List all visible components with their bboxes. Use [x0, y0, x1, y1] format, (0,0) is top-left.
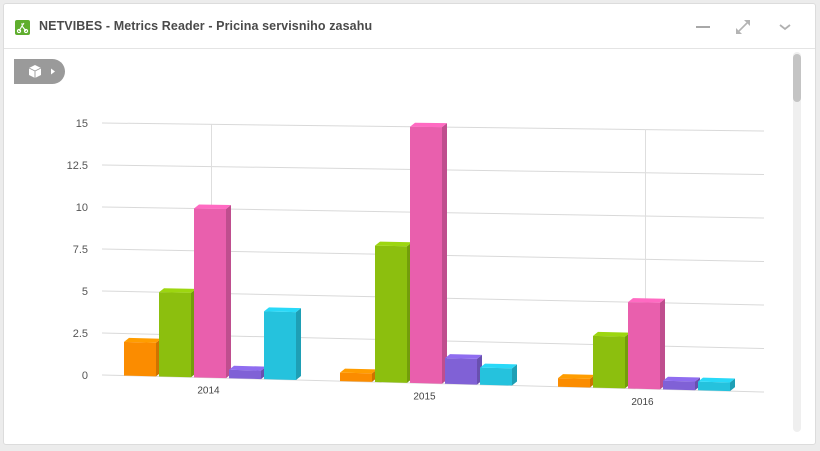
bar-front — [340, 372, 372, 382]
netvibes-logo-icon — [15, 20, 30, 35]
bar-top — [340, 368, 377, 374]
bar-front — [628, 302, 660, 390]
bar-side — [730, 378, 735, 392]
minimize-icon[interactable] — [692, 16, 714, 38]
bar-chart: 0 2.5 5 7.5 10 12.5 15 2014 2015 2016 — [67, 118, 765, 408]
cube-icon — [28, 65, 42, 78]
bar-top — [229, 365, 266, 371]
bar-top — [593, 331, 630, 337]
bar — [593, 331, 630, 389]
bar-front — [480, 367, 512, 386]
bar-front — [593, 335, 625, 389]
y-tick-label: 0 — [82, 370, 88, 382]
bar-top — [159, 288, 196, 293]
bar-front — [410, 126, 442, 384]
x-tick-label: 2014 — [197, 386, 220, 397]
x-tick-label: 2016 — [631, 397, 654, 408]
bar — [410, 122, 447, 384]
bar-front — [375, 245, 407, 383]
bar-top — [480, 363, 517, 369]
bar — [628, 298, 665, 390]
chart-type-toggle[interactable] — [14, 59, 65, 84]
bar-top — [194, 204, 231, 210]
bar-front — [264, 311, 296, 380]
bar-top — [124, 337, 161, 343]
bar — [340, 368, 377, 382]
bar-top — [698, 377, 735, 383]
widget-header: NETVIBES - Metrics Reader - Pricina serv… — [4, 4, 815, 49]
bar-top — [445, 354, 482, 359]
widget-title: NETVIBES - Metrics Reader - Pricina serv… — [39, 19, 373, 33]
y-tick-label: 12.5 — [67, 160, 88, 172]
bar — [264, 307, 301, 380]
bar — [663, 376, 700, 391]
bar — [445, 354, 482, 385]
bar — [480, 363, 517, 386]
y-tick-label: 7.5 — [73, 244, 88, 256]
play-arrow-icon — [51, 68, 55, 75]
y-tick-label: 10 — [76, 202, 88, 214]
x-tick-label: 2015 — [413, 391, 436, 402]
bar-side — [512, 364, 517, 386]
bar-top — [410, 122, 447, 128]
bar-front — [229, 369, 261, 380]
chevron-down-icon[interactable] — [774, 16, 796, 38]
bar-top — [558, 374, 595, 379]
bar-front — [445, 358, 477, 385]
bar-front — [194, 208, 226, 379]
bar-side — [660, 298, 665, 390]
bar-top — [663, 376, 700, 382]
bar — [558, 374, 595, 388]
bar — [229, 365, 266, 380]
bar — [124, 337, 161, 377]
bar — [698, 377, 735, 392]
bar-top — [375, 241, 412, 247]
bar-side — [226, 205, 231, 379]
y-tick-label: 2.5 — [73, 328, 88, 340]
bar-front — [558, 378, 590, 388]
bar — [159, 288, 196, 378]
bar-front — [663, 380, 695, 391]
expand-icon[interactable] — [732, 16, 754, 38]
bar-front — [124, 341, 156, 377]
y-tick-label: 5 — [82, 286, 88, 298]
scrollbar-thumb[interactable] — [793, 54, 801, 102]
metrics-widget: NETVIBES - Metrics Reader - Pricina serv… — [3, 3, 816, 445]
bar-front — [159, 292, 191, 378]
bar-side — [296, 308, 301, 380]
bar-top — [628, 298, 665, 303]
bar-front — [698, 381, 730, 392]
bar-side — [442, 123, 447, 384]
bar — [375, 241, 412, 383]
y-tick-label: 15 — [76, 118, 88, 130]
bar-top — [264, 307, 301, 313]
bar — [194, 204, 231, 379]
vertical-scrollbar[interactable] — [793, 52, 801, 432]
